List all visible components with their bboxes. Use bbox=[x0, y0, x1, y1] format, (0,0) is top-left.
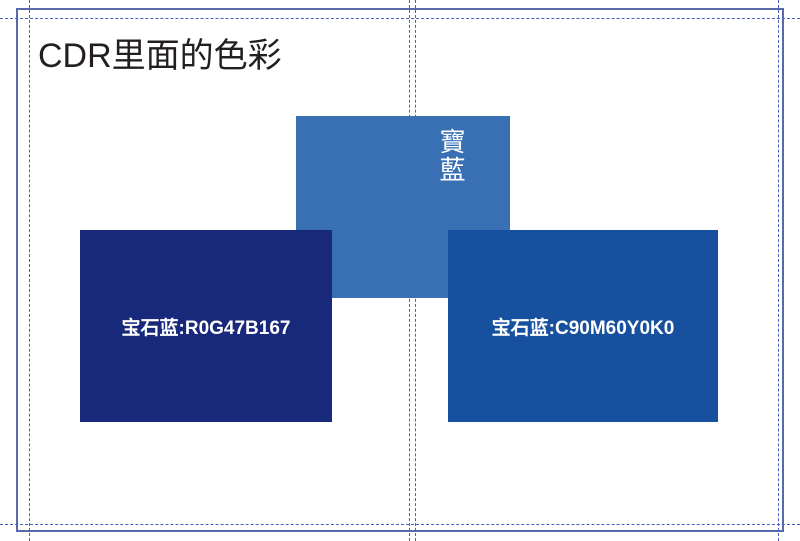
swatch-right-cmyk: 宝石蓝:C90M60Y0K0 bbox=[448, 230, 718, 422]
swatch-left-label: 宝石蓝:R0G47B167 bbox=[122, 313, 291, 340]
guide-vertical bbox=[778, 0, 779, 541]
swatch-right-label: 宝石蓝:C90M60Y0K0 bbox=[492, 313, 675, 340]
swatch-left-rgb: 宝石蓝:R0G47B167 bbox=[80, 230, 332, 422]
swatch-center-label: 寶藍 bbox=[432, 128, 469, 184]
guide-vertical bbox=[29, 0, 30, 541]
page-title: CDR里面的色彩 bbox=[38, 28, 282, 77]
guide-horizontal bbox=[0, 524, 800, 525]
guide-horizontal bbox=[0, 18, 800, 19]
